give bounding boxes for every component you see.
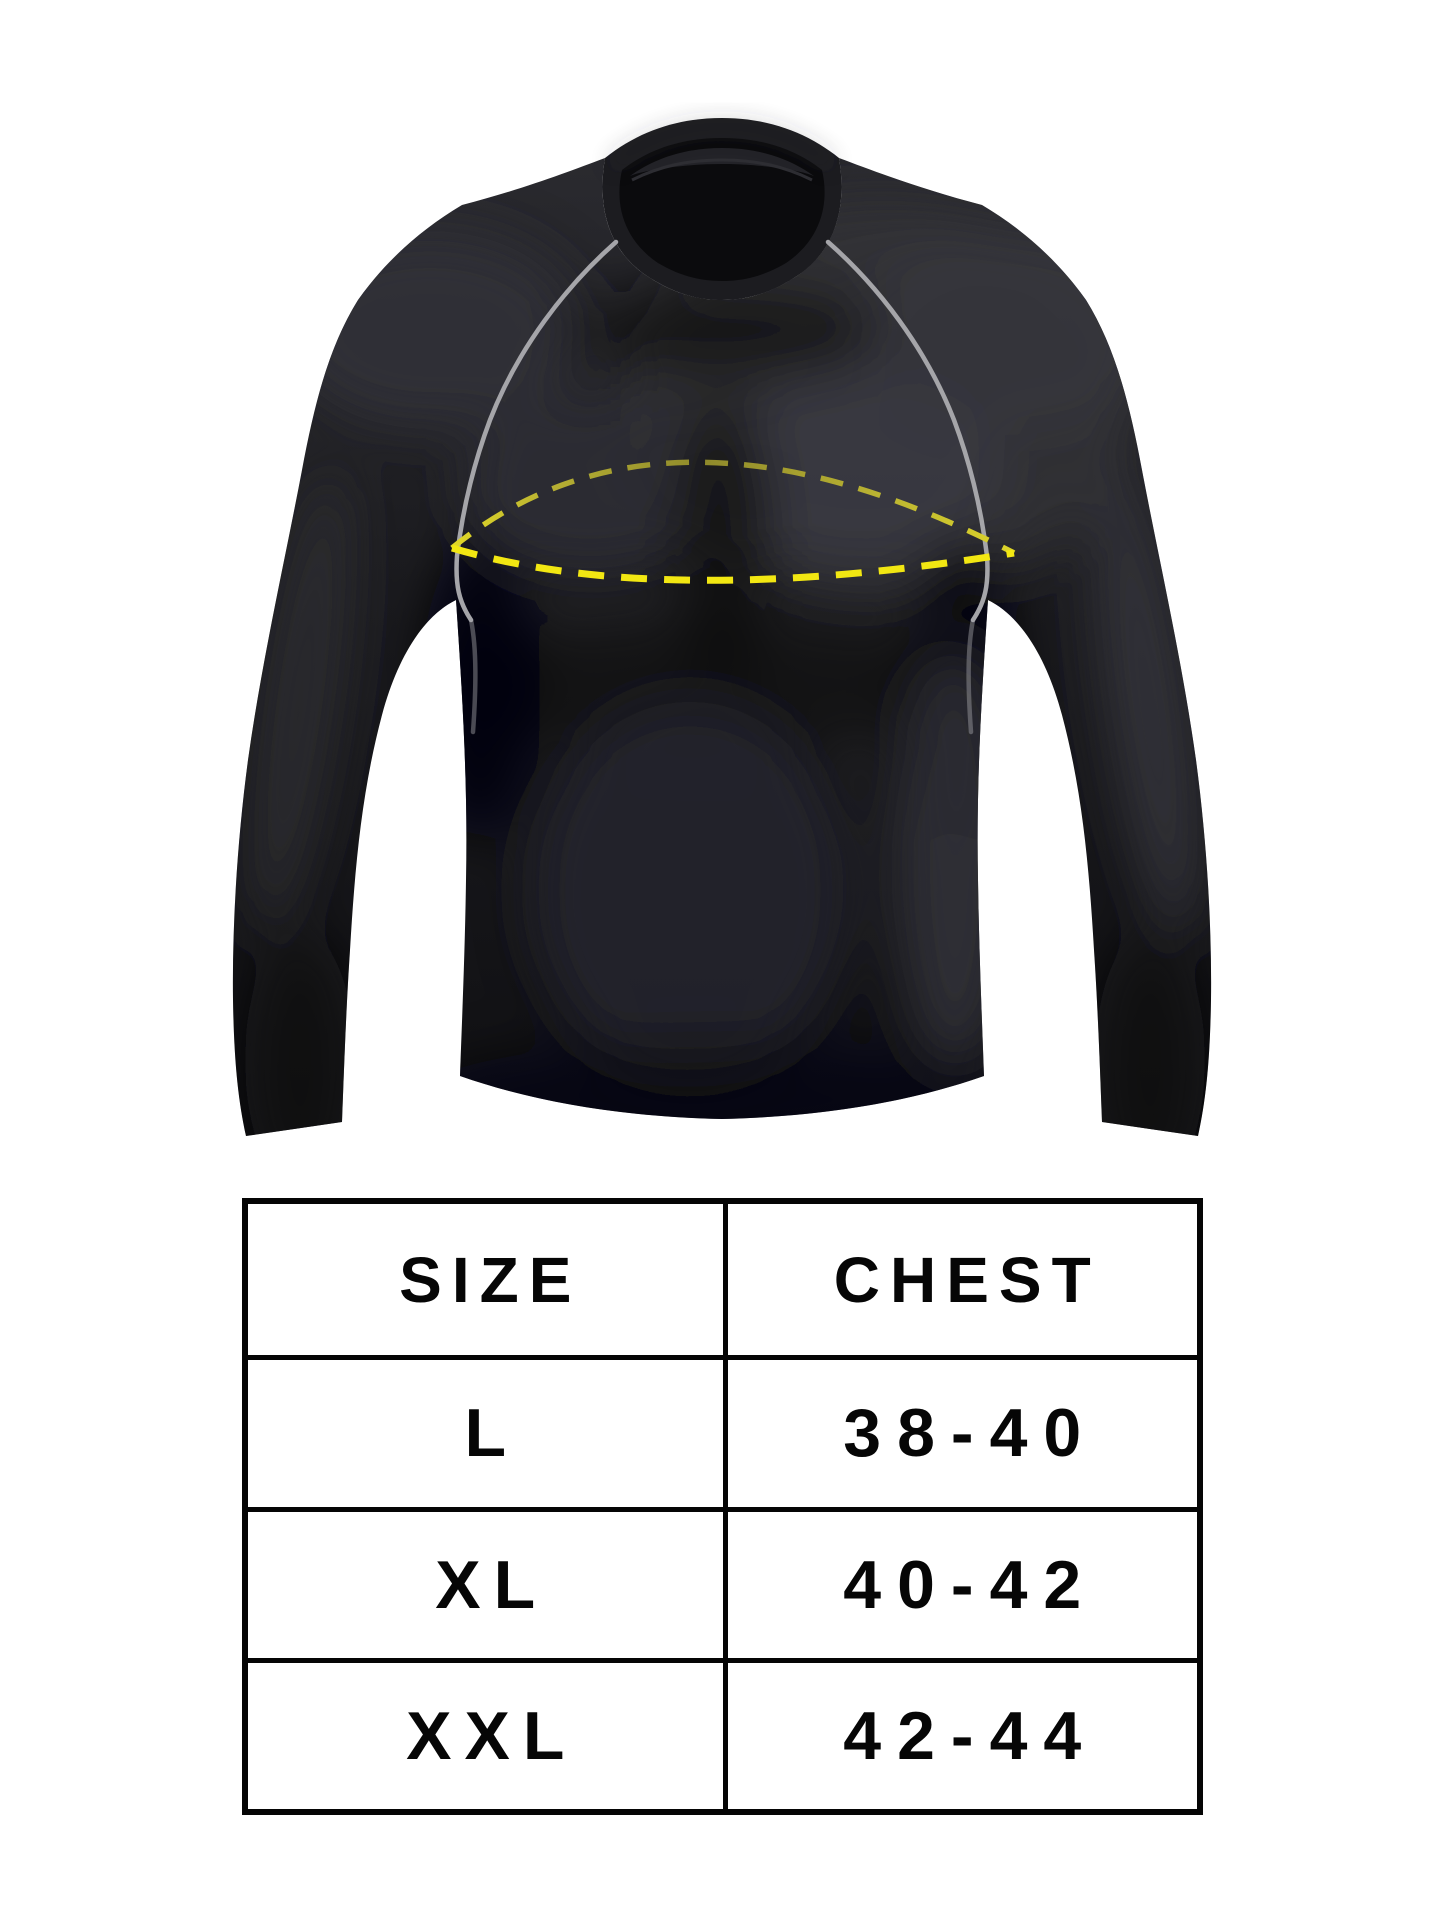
chest-column-header: CHEST (722, 1204, 1198, 1356)
size-cell-xl: XL (248, 1506, 723, 1658)
raglan-seam-right (825, 239, 990, 623)
size-chart-table: SIZE CHEST L 38-40 XL 40-42 XXL 42-44 (242, 1198, 1203, 1815)
chest-line-front-arc (451, 544, 1015, 584)
shirt-body (232, 118, 1212, 1136)
raglan-seams (454, 239, 990, 735)
chest-cell-xxl: 42-44 (722, 1657, 1197, 1809)
chest-cell-xl: 40-42 (722, 1506, 1197, 1658)
chest-cell-l: 38-40 (722, 1355, 1197, 1507)
raglan-seam-left (454, 239, 619, 623)
chest-measurement-ellipse (450, 459, 1016, 584)
size-cell-xxl: XXL (248, 1657, 723, 1809)
size-cell-l: L (248, 1355, 723, 1506)
collar (602, 118, 842, 300)
size-column-header: SIZE (399, 1243, 582, 1316)
